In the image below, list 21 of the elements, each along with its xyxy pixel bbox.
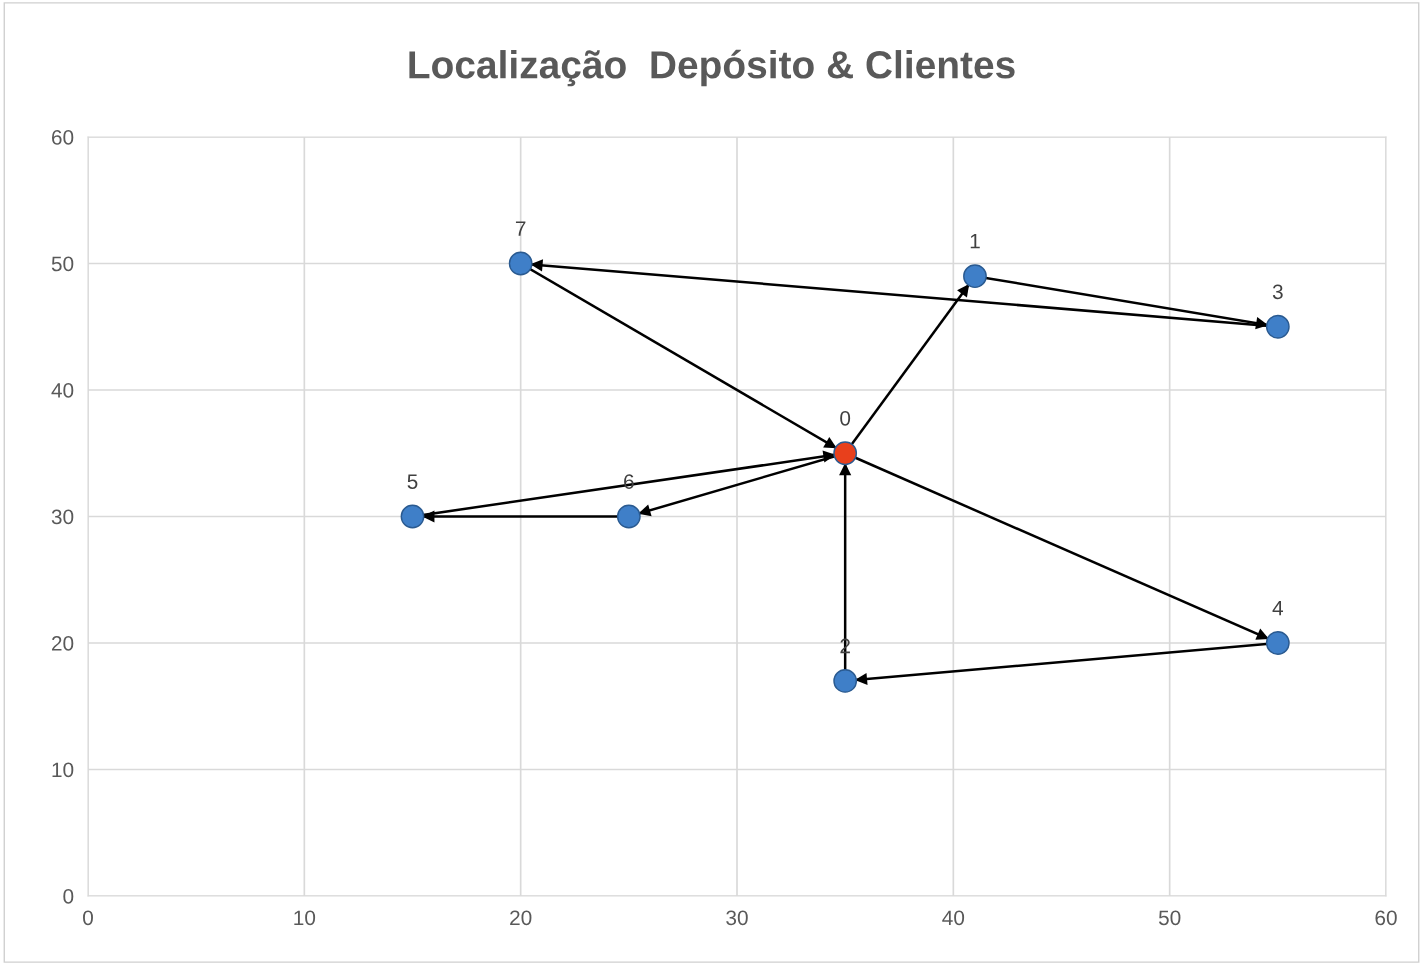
series-label: 4 — [1272, 600, 1284, 616]
y-tick-label: 40 — [51, 383, 74, 398]
series-label: 5 — [407, 474, 418, 489]
x-tick-label: 50 — [1158, 910, 1181, 926]
y-tick-label: 10 — [52, 762, 74, 778]
x-tick-label: 10 — [294, 910, 316, 926]
x-tick-label: 0 — [83, 910, 93, 926]
x-tick-label: 30 — [726, 910, 748, 926]
series-label: 7 — [515, 221, 526, 236]
series-label: 3 — [1272, 284, 1283, 300]
x-tick-label: 40 — [942, 910, 965, 926]
x-tick-label: 60 — [1375, 910, 1397, 926]
y-tick-label: 50 — [51, 256, 74, 272]
x-tick-label: 20 — [510, 910, 532, 926]
y-tick-label: 20 — [51, 636, 74, 651]
chart-title: Localização Depósito & Clientes — [409, 49, 1015, 87]
y-tick-label: 60 — [52, 130, 74, 145]
series-label: 1 — [970, 234, 980, 249]
series-label: 0 — [840, 410, 851, 426]
y-tick-label: 0 — [63, 889, 74, 904]
y-tick-label: 30 — [51, 509, 74, 525]
